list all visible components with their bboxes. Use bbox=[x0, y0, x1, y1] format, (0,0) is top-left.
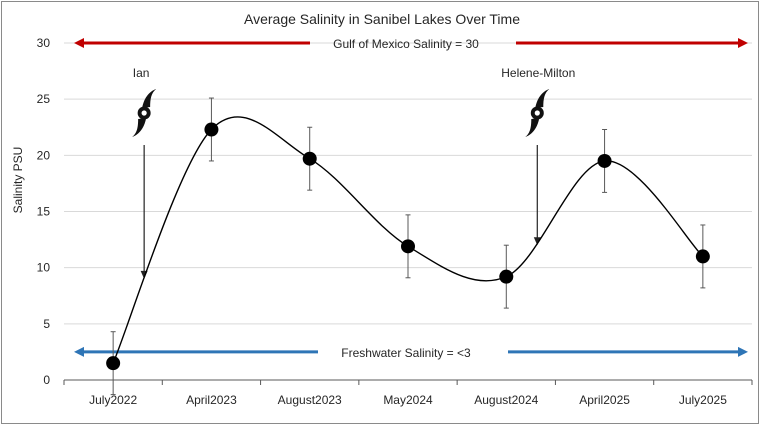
axes: 0 5 10 15 20 25 30 July2022 April2023 August2023 M… bbox=[37, 36, 753, 407]
arrowhead-left bbox=[74, 346, 84, 357]
annotations: Ian Helene-Milton bbox=[132, 66, 575, 279]
y-tick-label: 25 bbox=[37, 92, 51, 106]
y-tick-label: 5 bbox=[43, 317, 50, 331]
arrowhead-left bbox=[74, 38, 84, 48]
hurricane-icon bbox=[525, 89, 550, 137]
data-point bbox=[597, 153, 612, 168]
reference-lines: Gulf of Mexico Salinity = 30 Freshwater S… bbox=[74, 37, 748, 360]
data-series bbox=[106, 97, 710, 396]
arrowhead-right bbox=[738, 346, 748, 357]
salinity-chart: Average Salinity in Sanibel Lakes Over T… bbox=[11, 11, 753, 407]
data-point bbox=[204, 122, 219, 137]
data-point bbox=[499, 269, 514, 284]
x-tick-label: August2024 bbox=[474, 393, 538, 407]
y-tick-label: 10 bbox=[37, 261, 51, 275]
y-axis-label: Salinity PSU bbox=[11, 147, 25, 214]
data-point bbox=[302, 151, 317, 166]
annotation-label: Helene-Milton bbox=[501, 66, 575, 80]
gridlines bbox=[64, 42, 752, 325]
reference-line-label: Freshwater Salinity = <3 bbox=[341, 346, 471, 360]
x-tick-label: April2023 bbox=[186, 393, 237, 407]
annotation-arrowhead bbox=[533, 237, 541, 246]
annotation-label: Ian bbox=[133, 66, 150, 80]
arrowhead-right bbox=[738, 38, 748, 48]
x-tick-label: May2024 bbox=[383, 393, 433, 407]
data-point bbox=[106, 356, 121, 371]
y-tick-label: 20 bbox=[37, 148, 51, 162]
data-point bbox=[695, 249, 710, 264]
x-tick-label: August2023 bbox=[278, 393, 342, 407]
y-tick-label: 0 bbox=[43, 373, 50, 387]
data-point bbox=[401, 239, 415, 254]
chart-title: Average Salinity in Sanibel Lakes Over T… bbox=[244, 11, 520, 27]
reference-line-label: Gulf of Mexico Salinity = 30 bbox=[333, 37, 479, 51]
y-tick-label: 30 bbox=[37, 36, 51, 50]
x-tick-label: April2025 bbox=[579, 393, 630, 407]
x-tick-label: July2025 bbox=[679, 393, 727, 407]
y-tick-label: 15 bbox=[37, 205, 51, 219]
x-tick-label: July2022 bbox=[89, 393, 137, 407]
hurricane-icon bbox=[132, 89, 157, 137]
